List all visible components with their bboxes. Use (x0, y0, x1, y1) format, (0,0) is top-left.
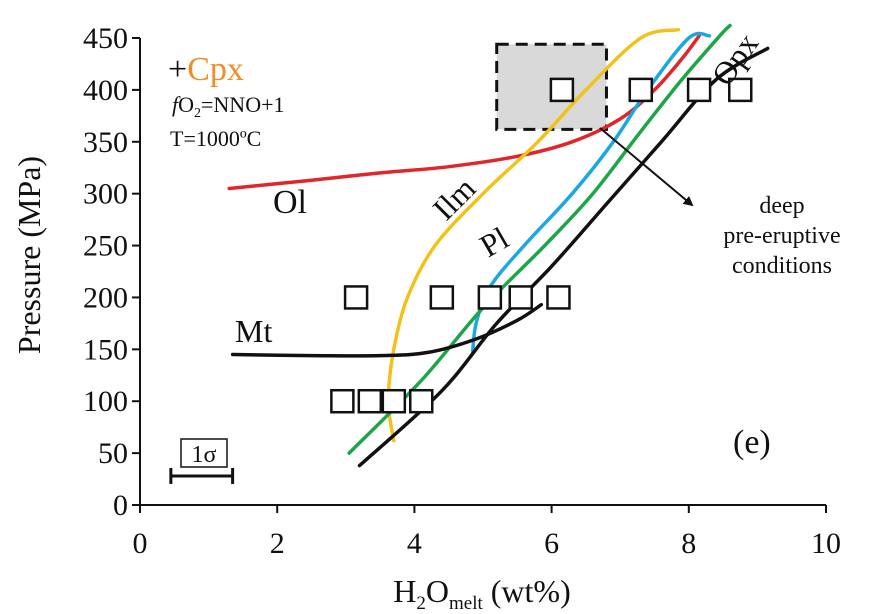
experiment-point (357, 388, 383, 414)
error-bar-label: 1σ (192, 442, 217, 468)
y-tick-label: 150 (83, 333, 128, 366)
y-tick-label: 50 (98, 437, 128, 470)
experiment-point (381, 388, 407, 414)
cpx-condition-label: +Cpx (168, 51, 244, 88)
x-tick-label: 10 (811, 527, 841, 560)
ol-curve-label: Ol (273, 184, 307, 221)
experiment-point (409, 388, 434, 414)
pl-curve-label: Pl (474, 219, 515, 264)
x-axis-title: H2Omelt (wt%) (393, 573, 570, 614)
y-tick-label: 450 (83, 22, 128, 55)
ilm-curve-label: Ilm (425, 170, 482, 227)
experiment-point (508, 285, 533, 310)
deep-label-line3: conditions (732, 253, 832, 279)
deep-conditions-arrow (599, 127, 694, 207)
opx-boundary-line (347, 23, 732, 455)
y-tick-label: 0 (113, 489, 128, 522)
y-tick-label: 300 (83, 178, 128, 211)
deep-label-line2: pre-eruptive (723, 223, 840, 249)
ilm-boundary-line (386, 27, 681, 443)
y-axis-title: Pressure (MPa) (11, 156, 47, 354)
panel-label: (e) (733, 424, 771, 461)
experiment-point (477, 285, 503, 310)
x-tick-label: 4 (407, 527, 422, 560)
experiment-point (343, 285, 369, 310)
y-tick-label: 100 (83, 385, 128, 418)
experiment-point (686, 77, 712, 103)
mt-curve-label: Mt (235, 313, 272, 349)
ol-boundary-line (227, 34, 701, 191)
experiment-point (549, 77, 575, 103)
y-tick-label: 200 (83, 281, 128, 314)
mt-boundary-line (230, 302, 544, 358)
experiment-point (330, 388, 355, 414)
y-tick-label: 250 (83, 230, 128, 263)
deep-label-line1: deep (759, 193, 804, 219)
y-tick-label: 350 (83, 126, 128, 159)
experiment-point (628, 77, 654, 103)
x-tick-label: 0 (133, 527, 148, 560)
experiment-point (728, 77, 753, 103)
x-tick-label: 6 (544, 527, 559, 560)
x-tick-label: 2 (270, 527, 285, 560)
y-tick-label: 400 (83, 74, 128, 107)
fo2-condition-label: fO2=NNO+1 (172, 92, 285, 121)
temperature-label: T=1000ºC (170, 126, 261, 151)
experiment-point (429, 285, 455, 310)
experiment-point (546, 285, 571, 310)
error-bar-1sigma: 1σ (169, 438, 235, 484)
x-tick-label: 8 (681, 527, 696, 560)
